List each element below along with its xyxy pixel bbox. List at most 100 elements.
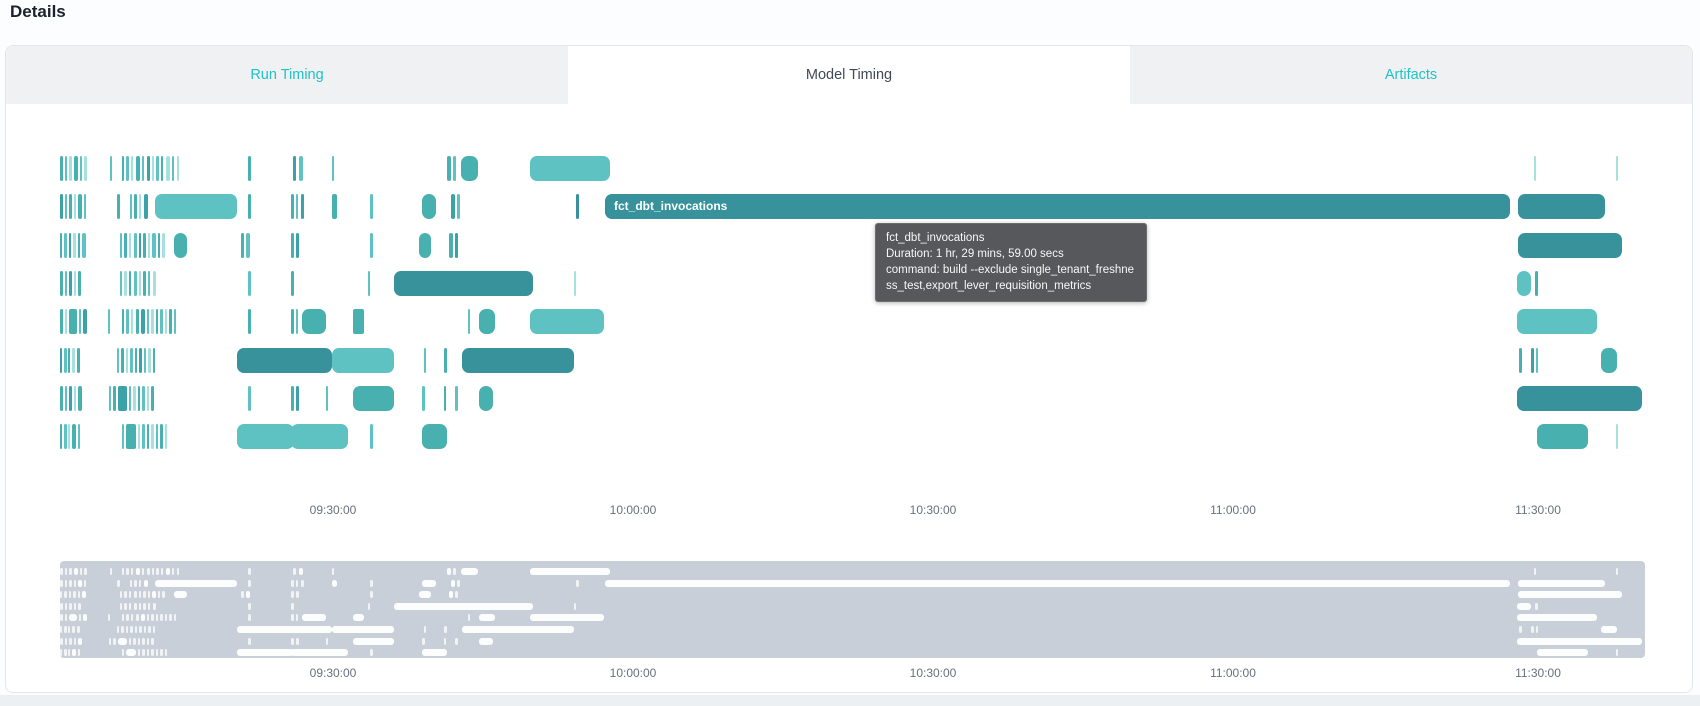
gantt-bar[interactable]	[130, 194, 132, 220]
gantt-bar[interactable]	[248, 194, 251, 220]
tab-artifacts[interactable]: Artifacts	[1130, 46, 1692, 104]
gantt-bar[interactable]	[153, 347, 155, 373]
gantt-bar[interactable]	[117, 194, 120, 220]
gantt-bar[interactable]	[151, 385, 154, 411]
gantt-bar[interactable]	[1616, 156, 1618, 181]
gantt-bar[interactable]	[394, 270, 533, 296]
gantt-bar[interactable]	[147, 156, 150, 181]
gantt-bar[interactable]	[248, 309, 251, 335]
gantt-bar[interactable]	[109, 385, 111, 411]
gantt-bar[interactable]	[1518, 194, 1605, 220]
gantt-bar[interactable]	[162, 232, 165, 258]
gantt-bar[interactable]	[122, 156, 124, 181]
gantt-bar[interactable]	[78, 194, 82, 220]
gantt-bar[interactable]	[237, 424, 294, 450]
gantt-bar[interactable]	[78, 424, 80, 450]
gantt-bar[interactable]	[142, 424, 145, 450]
gantt-bar[interactable]	[129, 270, 131, 296]
gantt-bar[interactable]	[1517, 385, 1642, 411]
gantt-bar[interactable]	[120, 232, 122, 258]
gantt-bar[interactable]	[69, 270, 72, 296]
gantt-bar-highlighted[interactable]: fct_dbt_invocations	[605, 194, 1510, 220]
gantt-bar[interactable]	[291, 385, 294, 411]
gantt-bar[interactable]	[574, 270, 576, 296]
gantt-bar[interactable]	[118, 385, 127, 411]
gantt-bar[interactable]	[65, 309, 67, 335]
gantt-bar[interactable]	[64, 232, 67, 258]
gantt-bar[interactable]	[136, 156, 140, 181]
gantt-bar[interactable]	[302, 309, 326, 335]
gantt-bar[interactable]	[161, 156, 163, 181]
gantt-bar[interactable]	[60, 194, 63, 220]
gantt-bar[interactable]	[1601, 347, 1617, 373]
gantt-bar[interactable]	[332, 156, 334, 181]
gantt-bar[interactable]	[65, 156, 67, 181]
gantt-bar[interactable]	[122, 309, 124, 335]
gantt-bar[interactable]	[291, 309, 294, 335]
gantt-bar[interactable]	[293, 156, 296, 181]
gantt-bar[interactable]	[1616, 424, 1618, 450]
gantt-bar[interactable]	[72, 424, 76, 450]
gantt-bar[interactable]	[60, 385, 63, 411]
gantt-bar[interactable]	[129, 385, 131, 411]
gantt-bar[interactable]	[131, 309, 133, 335]
gantt-bar[interactable]	[139, 194, 141, 220]
gantt-bar[interactable]	[165, 309, 167, 335]
gantt-bar[interactable]	[1536, 347, 1538, 373]
gantt-bar[interactable]	[299, 156, 303, 181]
gantt-bar[interactable]	[134, 232, 137, 258]
gantt-bar[interactable]	[370, 194, 373, 220]
gantt-bar[interactable]	[131, 156, 133, 181]
gantt-bar[interactable]	[147, 424, 149, 450]
gantt-bar[interactable]	[248, 156, 251, 181]
gantt-bar[interactable]	[326, 385, 328, 411]
gantt-bar[interactable]	[60, 309, 63, 335]
gantt-bar[interactable]	[165, 424, 167, 450]
gantt-bar[interactable]	[158, 232, 160, 258]
gantt-bar[interactable]	[139, 270, 141, 296]
tab-model-timing[interactable]: Model Timing	[568, 46, 1130, 104]
gantt-bar[interactable]	[143, 270, 146, 296]
gantt-bar[interactable]	[1519, 347, 1522, 373]
gantt-bar[interactable]	[1535, 270, 1538, 296]
gantt-bar[interactable]	[156, 424, 158, 450]
gantt-bar[interactable]	[152, 232, 156, 258]
gantt-bar[interactable]	[332, 194, 337, 220]
gantt-bar[interactable]	[72, 347, 75, 373]
gantt-bar[interactable]	[73, 232, 76, 258]
gantt-bar[interactable]	[82, 232, 86, 258]
gantt-bar[interactable]	[368, 270, 370, 296]
gantt-bar[interactable]	[153, 270, 156, 296]
gantt-bar[interactable]	[68, 424, 70, 450]
gantt-bar[interactable]	[457, 194, 460, 220]
gantt-bar[interactable]	[69, 385, 72, 411]
gantt-bar[interactable]	[78, 232, 80, 258]
gantt-bar[interactable]	[353, 385, 394, 411]
gantt-bar[interactable]	[120, 270, 122, 296]
gantt-bar[interactable]	[370, 424, 373, 450]
gantt-bar[interactable]	[126, 309, 129, 335]
gantt-bar[interactable]	[422, 385, 425, 411]
gantt-bar[interactable]	[1518, 232, 1622, 258]
gantt-bar[interactable]	[60, 424, 62, 450]
gantt-bar[interactable]	[65, 385, 67, 411]
gantt-bar[interactable]	[461, 156, 478, 181]
tab-run-timing[interactable]: Run Timing	[6, 46, 568, 104]
timeline-brush[interactable]	[60, 561, 1645, 658]
gantt-bar[interactable]	[1537, 424, 1588, 450]
gantt-bar[interactable]	[148, 270, 150, 296]
gantt-bar[interactable]	[78, 385, 82, 411]
gantt-bar[interactable]	[479, 309, 495, 335]
gantt-bar[interactable]	[113, 385, 116, 411]
gantt-bar[interactable]	[151, 424, 154, 450]
gantt-bar[interactable]	[134, 194, 137, 220]
gantt-bar[interactable]	[419, 232, 431, 258]
gantt-bar[interactable]	[291, 270, 294, 296]
gantt-bar[interactable]	[126, 156, 129, 181]
gantt-bar[interactable]	[453, 156, 456, 181]
gantt-bar[interactable]	[142, 156, 144, 181]
gantt-bar[interactable]	[151, 309, 154, 335]
gantt-bar[interactable]	[174, 309, 176, 335]
gantt-bar[interactable]	[79, 309, 81, 335]
gantt-bar[interactable]	[130, 347, 133, 373]
